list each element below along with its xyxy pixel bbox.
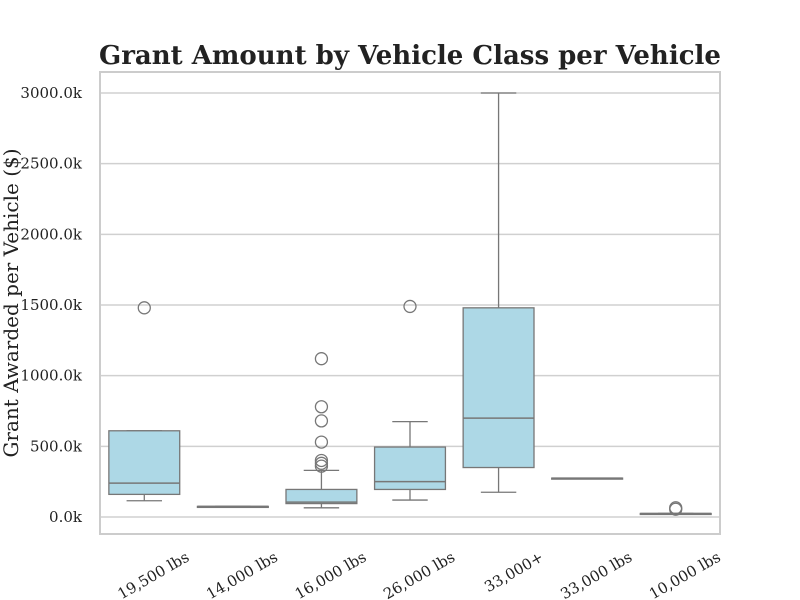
y-tick-label: 500.0k	[30, 437, 83, 455]
x-tick-label: 33,000 lbs	[557, 548, 635, 600]
y-tick-label: 2500.0k	[20, 155, 82, 173]
x-tick-label: 33,000+	[481, 548, 546, 596]
box-group	[462, 92, 535, 493]
y-tick-label: 3000.0k	[20, 84, 82, 102]
x-tick-label: 10,000 lbs	[646, 548, 724, 600]
chart-title: Grant Amount by Vehicle Class per Vehicl…	[99, 41, 721, 71]
box	[373, 446, 447, 491]
outlier-point	[314, 453, 329, 468]
outlier-point	[314, 435, 329, 449]
box-group	[639, 501, 712, 516]
outlier-point	[137, 301, 151, 315]
plot-frame	[99, 71, 721, 535]
box-group	[285, 352, 358, 509]
x-tick-label: 16,000 lbs	[292, 548, 370, 600]
outlier-point	[669, 501, 683, 515]
x-tick-label: 26,000 lbs	[380, 548, 458, 600]
outlier-point	[314, 456, 329, 470]
x-tick-label: 14,000 lbs	[203, 548, 281, 600]
y-tick-label: 1500.0k	[20, 296, 82, 314]
outlier-point	[314, 352, 329, 366]
box	[462, 307, 535, 469]
box-plots	[108, 92, 712, 516]
box	[108, 430, 181, 496]
y-tick-labels: 0.0k 500.0k 1000.0k 1500.0k 2000.0k 2500.0k 30…	[20, 84, 82, 526]
box-group	[196, 505, 269, 509]
outlier-point	[314, 400, 329, 414]
box	[285, 488, 358, 505]
box-group	[108, 301, 181, 502]
y-tick-label: 2000.0k	[20, 225, 82, 243]
y-tick-label: 1000.0k	[20, 367, 82, 385]
outlier-point	[403, 299, 417, 314]
x-tick-label: 19,500 lbs	[115, 548, 193, 600]
y-axis-label: Grant Awarded per Vehicle ($)	[0, 148, 23, 457]
box-group	[373, 299, 447, 501]
outlier-point	[314, 414, 329, 428]
x-tick-labels: 19,500 lbs 14,000 lbs 16,000 lbs 26,000 lbs…	[115, 548, 724, 600]
box-group	[551, 477, 624, 480]
y-tick-label: 0.0k	[49, 508, 83, 526]
